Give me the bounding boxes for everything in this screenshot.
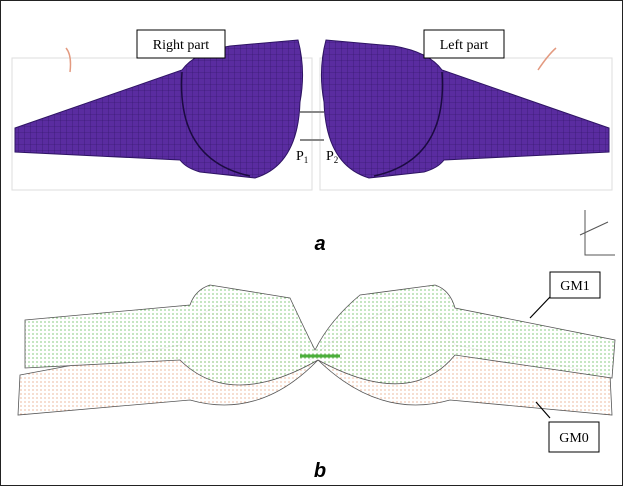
figure: Right part Left part P1 P2 a GM1 GM0 b <box>0 0 623 486</box>
point-sub: 2 <box>334 155 339 165</box>
point-letter: P <box>326 149 334 164</box>
label: Right part <box>153 38 209 53</box>
label: GM0 <box>559 431 589 446</box>
caption: b <box>314 460 326 482</box>
point-letter: P <box>296 149 304 164</box>
caption: a <box>314 233 325 255</box>
label: GM1 <box>560 279 590 294</box>
label: Left part <box>440 38 489 53</box>
point-sub: 1 <box>304 155 309 165</box>
